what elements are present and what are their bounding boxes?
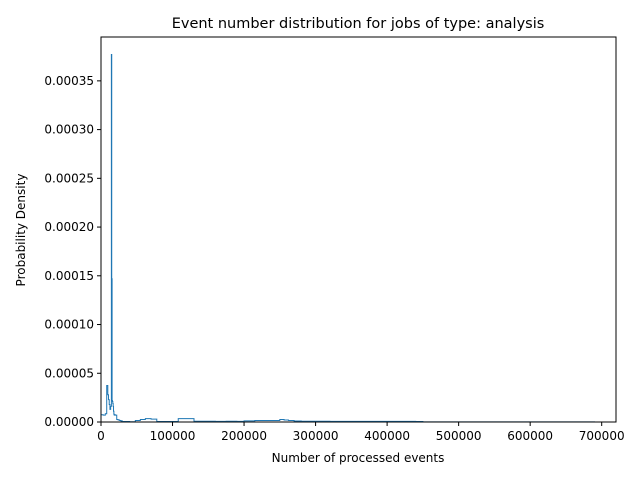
y-tick-label: 0.00010 <box>44 318 94 332</box>
y-tick-label: 0.00035 <box>44 74 94 88</box>
x-axis-label: Number of processed events <box>272 451 445 465</box>
y-tick-label: 0.00030 <box>44 123 94 137</box>
plot-area <box>100 54 596 423</box>
axes-frame <box>100 36 617 423</box>
axes: 0 100000 200000 300000 400000 500000 600000 700… <box>44 36 625 443</box>
y-axis-label: Probability Density <box>14 174 28 287</box>
x-tick-label: 700000 <box>579 429 625 443</box>
x-tick-label: 200000 <box>221 429 267 443</box>
histogram-step-series-0 <box>100 54 596 423</box>
y-tick-label: 0.00015 <box>44 269 94 283</box>
x-tick-label: 0 <box>97 429 105 443</box>
y-tick-label: 0.00005 <box>44 366 94 380</box>
y-tick-label: 0.00000 <box>44 415 94 429</box>
x-tick-label: 400000 <box>364 429 410 443</box>
chart-title: Event number distribution for jobs of ty… <box>172 16 545 32</box>
x-tick-label: 300000 <box>293 429 339 443</box>
x-tick-label: 100000 <box>150 429 196 443</box>
x-tick-label: 600000 <box>507 429 553 443</box>
y-tick-label: 0.00020 <box>44 220 94 234</box>
y-tick-label: 0.00025 <box>44 171 94 185</box>
x-tick-label: 500000 <box>436 429 482 443</box>
